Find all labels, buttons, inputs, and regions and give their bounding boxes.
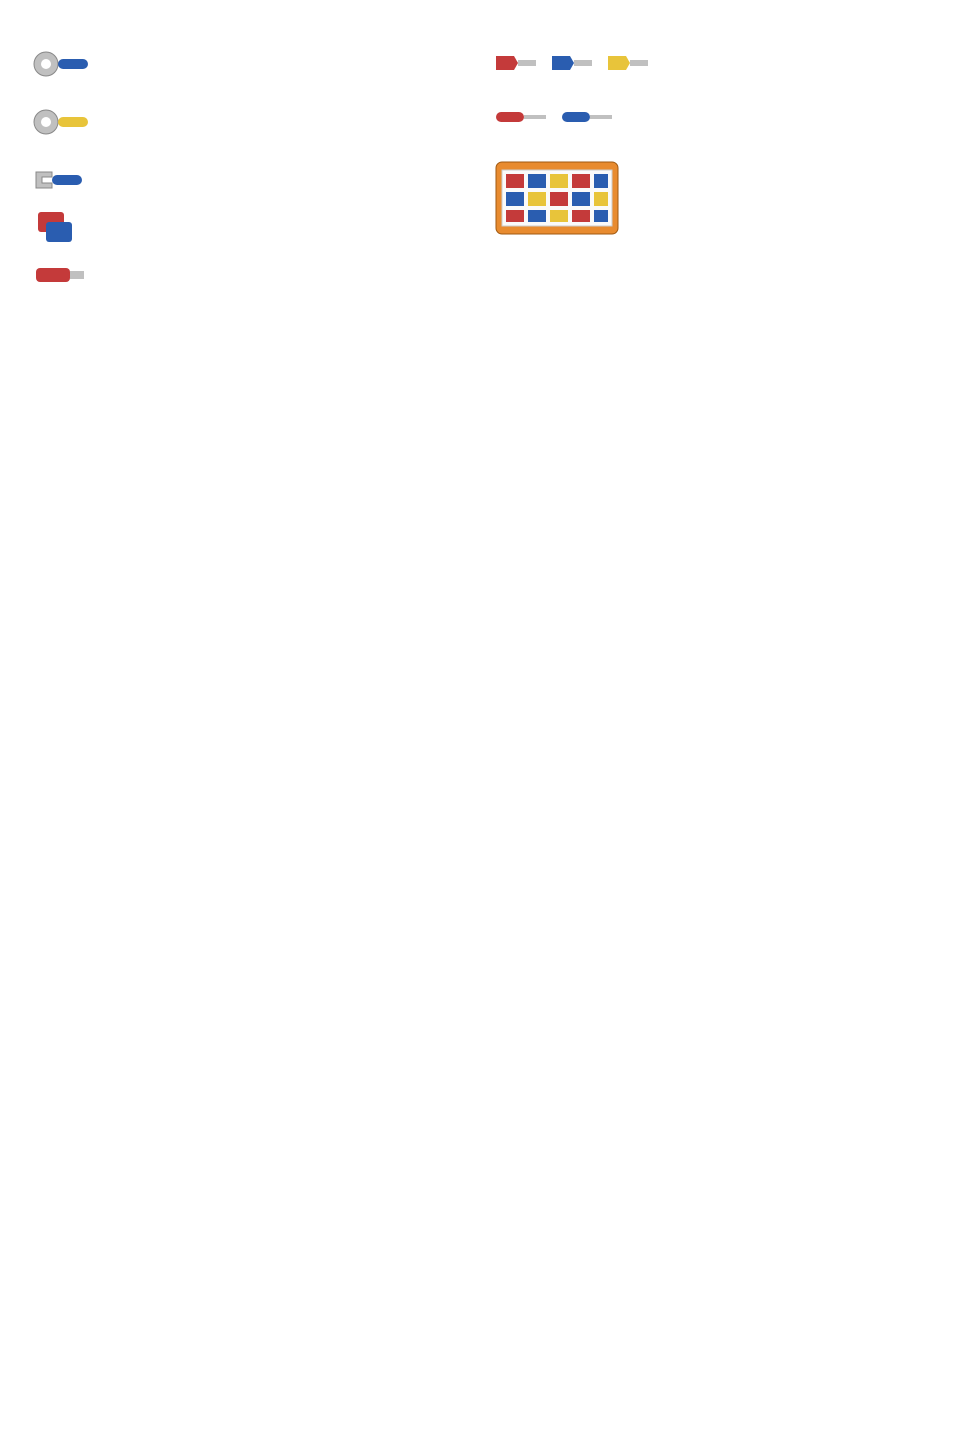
assortment-box-icon <box>492 158 928 238</box>
ring-terminal-blue-icon <box>32 50 468 78</box>
fork-terminal-icon <box>32 166 468 194</box>
ring-terminal-yellow-icon <box>32 108 468 136</box>
kit-subtitle <box>554 248 928 250</box>
left-column <box>32 44 468 298</box>
table-kit <box>492 246 928 250</box>
right-column <box>492 44 928 298</box>
scotch-lock-icon <box>32 208 468 246</box>
spade-terminals-icon <box>492 50 928 76</box>
table-row <box>492 248 928 250</box>
pin-terminals-icon <box>492 106 928 128</box>
quick-lock-icon <box>32 260 468 290</box>
